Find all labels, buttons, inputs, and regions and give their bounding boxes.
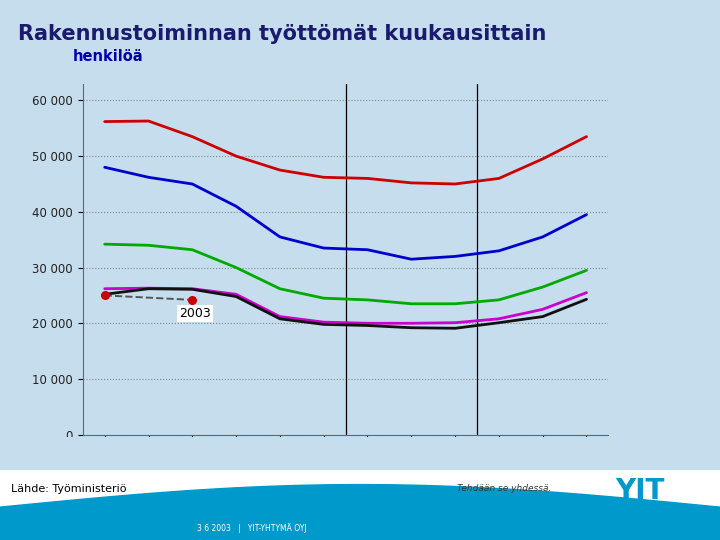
Text: YIT: YIT	[616, 477, 665, 505]
Text: Lähde: Työministeriö: Lähde: Työministeriö	[11, 484, 126, 494]
Text: 1995: 1995	[0, 539, 1, 540]
Text: 2002: 2002	[0, 539, 1, 540]
Bar	[0, 470, 720, 540]
Text: 2001: 2001	[0, 539, 1, 540]
Bar	[0, 437, 720, 470]
Text: 1997: 1997	[0, 539, 1, 540]
Text: 1999: 1999	[0, 539, 1, 540]
Polygon shape	[0, 484, 720, 540]
Polygon shape	[0, 507, 720, 540]
Text: 2003: 2003	[179, 307, 211, 320]
Text: Rakennustoiminnan työttömät kuukausittain: Rakennustoiminnan työttömät kuukausittai…	[18, 24, 546, 44]
Text: henkilöä: henkilöä	[72, 49, 143, 64]
Text: 3 6 2003   |   YIT-YHTYMÄ OYJ: 3 6 2003 | YIT-YHTYMÄ OYJ	[197, 523, 307, 532]
Text: Tehdään se yhdessä.: Tehdään se yhdessä.	[457, 484, 552, 493]
